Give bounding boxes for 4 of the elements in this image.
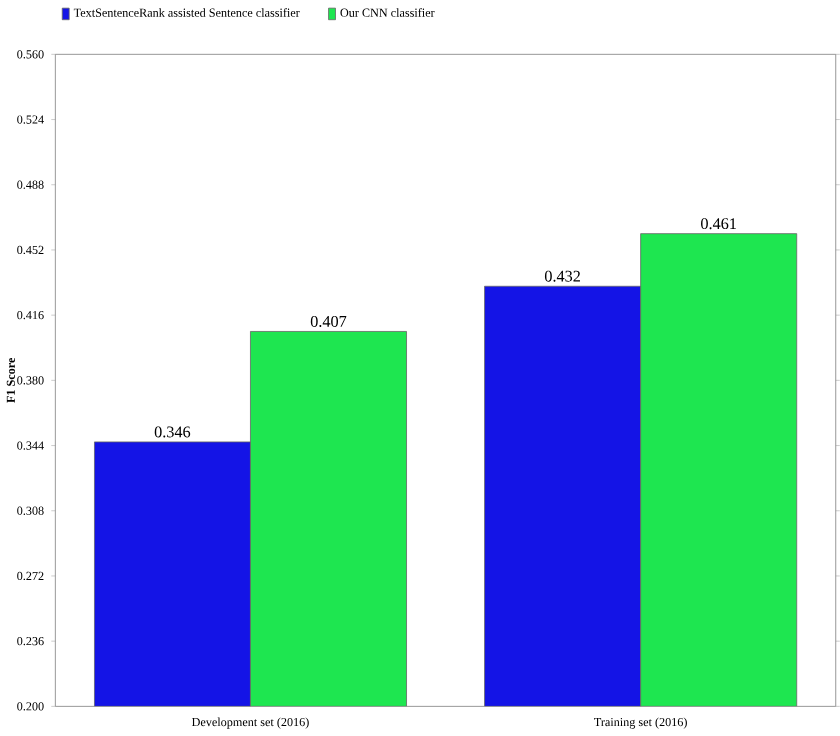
- data-label: 0.346: [154, 426, 191, 438]
- data-label: 0.432: [544, 270, 580, 282]
- data-label: 0.461: [701, 218, 736, 230]
- data-label: 0.407: [310, 316, 347, 328]
